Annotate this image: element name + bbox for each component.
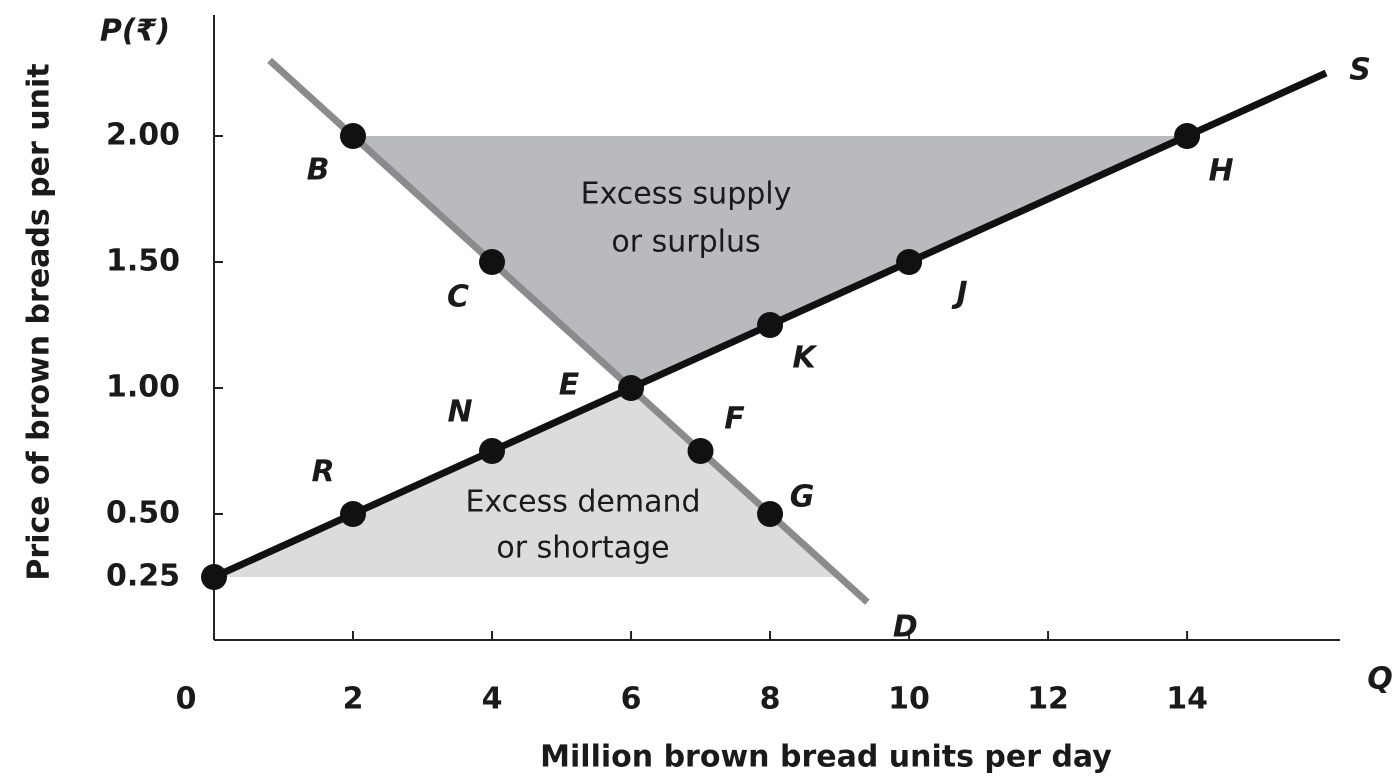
point [340,123,367,149]
y-axis-label: Price of brown breads per unit [22,63,57,580]
x-tick-label: 10 [888,682,930,717]
shortage-text: or shortage [496,531,669,566]
point [757,312,784,338]
curve-label: D [893,610,918,645]
point [479,438,506,464]
shortage-text: Excess demand [465,485,700,520]
point [1174,123,1201,149]
x-tick-label: 8 [760,682,781,717]
point [687,438,714,464]
point-label: B [307,153,330,188]
point-label: K [792,341,818,376]
y-tick-label: 0.50 [106,496,180,531]
point [201,564,227,590]
surplus-text: or surplus [611,225,760,260]
x-axis-label: Million brown bread units per day [540,740,1112,775]
point [618,375,645,401]
point-label: G [790,480,815,515]
x-tick-label: 2 [343,682,364,717]
point-label: H [1209,154,1234,189]
y-tick-label: 1.50 [106,244,180,279]
y-tick-label: 0.25 [106,559,180,594]
surplus-area [353,136,1188,388]
x-tick-label: 0 [176,682,197,717]
point-label: N [447,395,472,430]
y-tick-label: 1.00 [106,370,180,405]
point-label: R [311,455,334,490]
surplus-text: Excess supply [581,177,792,212]
point-label: E [559,368,580,403]
point-label: J [951,276,967,311]
x-tick-label: 4 [482,682,503,717]
point-label: F [724,402,745,437]
point-label: C [447,280,469,315]
curve-label: S [1349,53,1371,88]
y-tick-label: 2.00 [106,118,180,153]
point [479,249,506,275]
point [757,501,784,527]
x-tick-label: 14 [1166,682,1208,717]
x-tick-label: 12 [1027,682,1069,717]
x-tick-label: 6 [621,682,642,717]
x-symbol: Q [1367,662,1393,697]
point [896,249,923,275]
point [340,501,367,527]
y-symbol: P(₹) [100,14,170,49]
